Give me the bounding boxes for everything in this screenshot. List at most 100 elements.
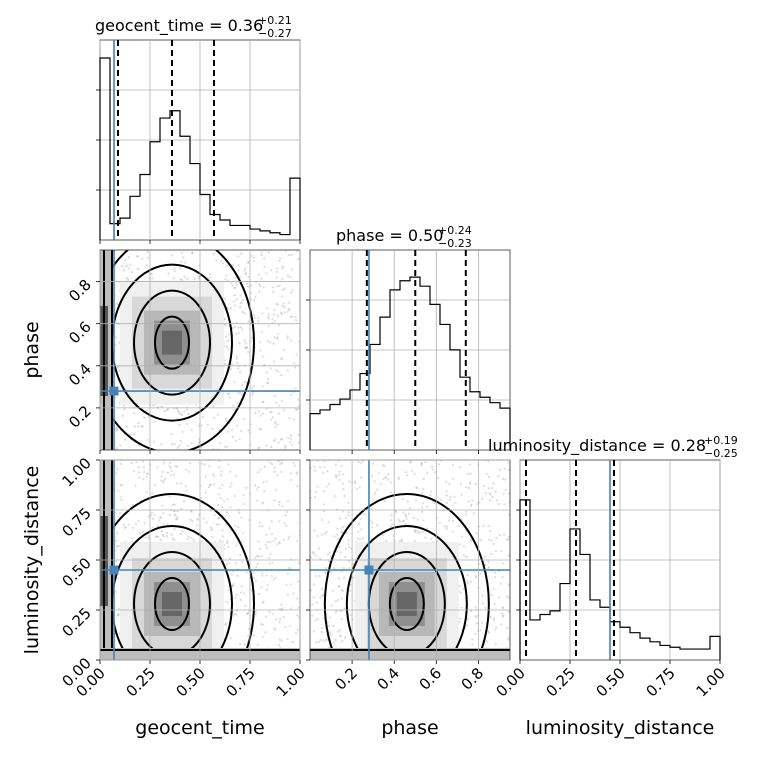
sample-point <box>261 401 264 404</box>
sample-point <box>415 486 418 489</box>
sample-point <box>186 408 189 412</box>
sample-point <box>436 476 440 479</box>
sample-point <box>397 476 400 479</box>
sample-point <box>143 416 146 419</box>
sample-point <box>175 482 179 485</box>
sample-point <box>143 471 146 474</box>
sample-point <box>315 490 318 494</box>
sample-point <box>277 404 281 407</box>
sample-point <box>507 596 510 599</box>
sample-point <box>490 552 493 556</box>
sample-point <box>339 634 342 637</box>
truth-marker <box>364 565 374 575</box>
sample-point <box>252 385 255 388</box>
sample-point <box>276 337 279 340</box>
sample-point <box>289 291 293 294</box>
sample-point <box>291 640 294 644</box>
sample-point <box>387 478 390 481</box>
sample-point <box>174 464 177 468</box>
sample-point <box>345 532 348 535</box>
sample-point <box>192 538 195 541</box>
sample-point <box>334 463 337 466</box>
sample-point <box>197 275 200 278</box>
sample-point <box>115 302 119 306</box>
sample-point <box>325 638 328 641</box>
sample-point <box>182 256 185 259</box>
sample-point <box>180 251 184 255</box>
sample-point <box>489 616 492 619</box>
sample-point <box>270 574 273 578</box>
sample-point <box>235 298 238 301</box>
sample-point <box>322 471 325 474</box>
sample-point <box>267 378 270 381</box>
sample-point <box>371 474 374 477</box>
sample-point <box>475 622 478 625</box>
sample-point <box>289 441 292 444</box>
sample-point <box>283 311 286 314</box>
sample-point <box>238 511 241 514</box>
sample-point <box>406 662 408 664</box>
sample-point <box>179 267 182 270</box>
sample-point <box>265 588 269 592</box>
sample-point <box>160 443 163 446</box>
x-tick-label: 0.50 <box>592 664 628 700</box>
sample-point <box>279 257 282 260</box>
sample-point <box>283 522 286 525</box>
sample-point <box>259 349 262 352</box>
x-tick-label: 1.00 <box>692 664 728 700</box>
sample-point <box>319 557 322 560</box>
title-luminosity-distance: luminosity_distance = 0.28 <box>488 436 706 456</box>
sample-point <box>233 494 237 498</box>
sample-point <box>242 592 246 595</box>
sample-point <box>283 306 286 309</box>
sample-point <box>310 589 312 592</box>
sample-point <box>401 520 404 523</box>
sample-point <box>469 472 472 475</box>
sample-point <box>340 609 343 613</box>
sample-point <box>226 600 229 604</box>
sample-point <box>324 639 327 642</box>
sample-point <box>296 539 299 543</box>
sample-point <box>328 560 331 563</box>
sample-point <box>278 541 281 545</box>
sample-point <box>508 513 510 516</box>
sample-point <box>422 519 425 522</box>
sample-point <box>448 498 451 502</box>
sample-point <box>282 288 285 292</box>
sample-point <box>228 396 231 399</box>
sample-point <box>122 523 125 527</box>
sample-point <box>501 575 504 579</box>
sample-point <box>410 469 414 472</box>
sample-point <box>115 336 118 339</box>
sample-point <box>161 470 164 473</box>
sample-point <box>394 510 398 513</box>
sample-point <box>465 555 468 559</box>
sample-point <box>297 398 300 401</box>
sample-point <box>290 478 293 482</box>
sample-point <box>289 315 292 318</box>
sample-point <box>143 522 146 525</box>
sample-point <box>319 638 322 642</box>
sample-point <box>237 391 240 395</box>
sample-point <box>218 486 222 490</box>
sample-point <box>269 446 273 449</box>
sample-point <box>489 530 492 533</box>
sample-point <box>491 495 494 499</box>
sample-point <box>288 308 291 312</box>
sample-point <box>286 369 290 372</box>
sample-point <box>133 433 136 436</box>
sample-point <box>467 486 471 490</box>
sample-point <box>267 251 271 254</box>
x-tick-label: 0.75 <box>642 664 678 700</box>
x-tick-label: 0.6 <box>416 664 446 694</box>
sample-point <box>469 540 472 543</box>
sample-point <box>125 276 128 280</box>
sample-point <box>406 500 409 503</box>
sample-point <box>250 387 254 390</box>
sample-point <box>151 526 154 529</box>
xlabel-phase: phase <box>381 717 438 739</box>
sample-point <box>316 485 319 488</box>
pair-panel-geocent_time-luminosity_distance <box>99 459 301 661</box>
sample-point <box>173 513 176 516</box>
sample-point <box>267 317 271 320</box>
